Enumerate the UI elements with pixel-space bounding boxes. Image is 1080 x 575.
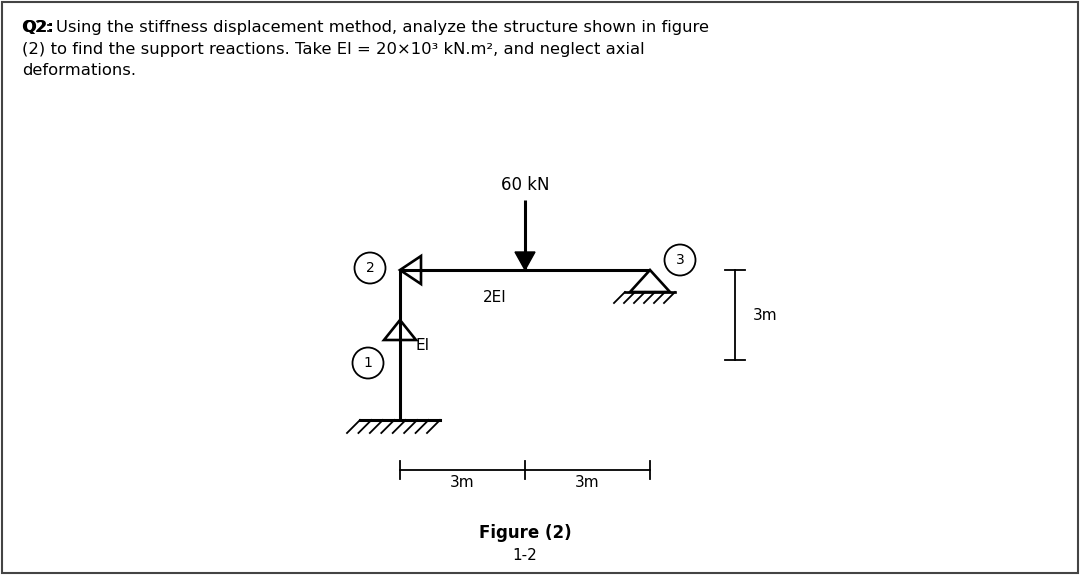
Text: 2: 2 (366, 261, 375, 275)
Text: Figure (2): Figure (2) (478, 524, 571, 542)
Text: 3m: 3m (576, 475, 599, 490)
Text: EI: EI (415, 338, 429, 352)
Text: 3: 3 (676, 253, 685, 267)
Polygon shape (515, 252, 535, 270)
Text: Q2:: Q2: (22, 20, 54, 35)
Text: 2EI: 2EI (483, 290, 507, 305)
Text: Q2: Using the stiffness displacement method, analyze the structure shown in figu: Q2: Using the stiffness displacement met… (22, 20, 708, 78)
Text: 3m: 3m (753, 308, 778, 323)
Text: 1: 1 (364, 356, 373, 370)
Text: 1-2: 1-2 (513, 547, 538, 562)
Text: 60 kN: 60 kN (501, 176, 550, 194)
Text: 3m: 3m (450, 475, 475, 490)
